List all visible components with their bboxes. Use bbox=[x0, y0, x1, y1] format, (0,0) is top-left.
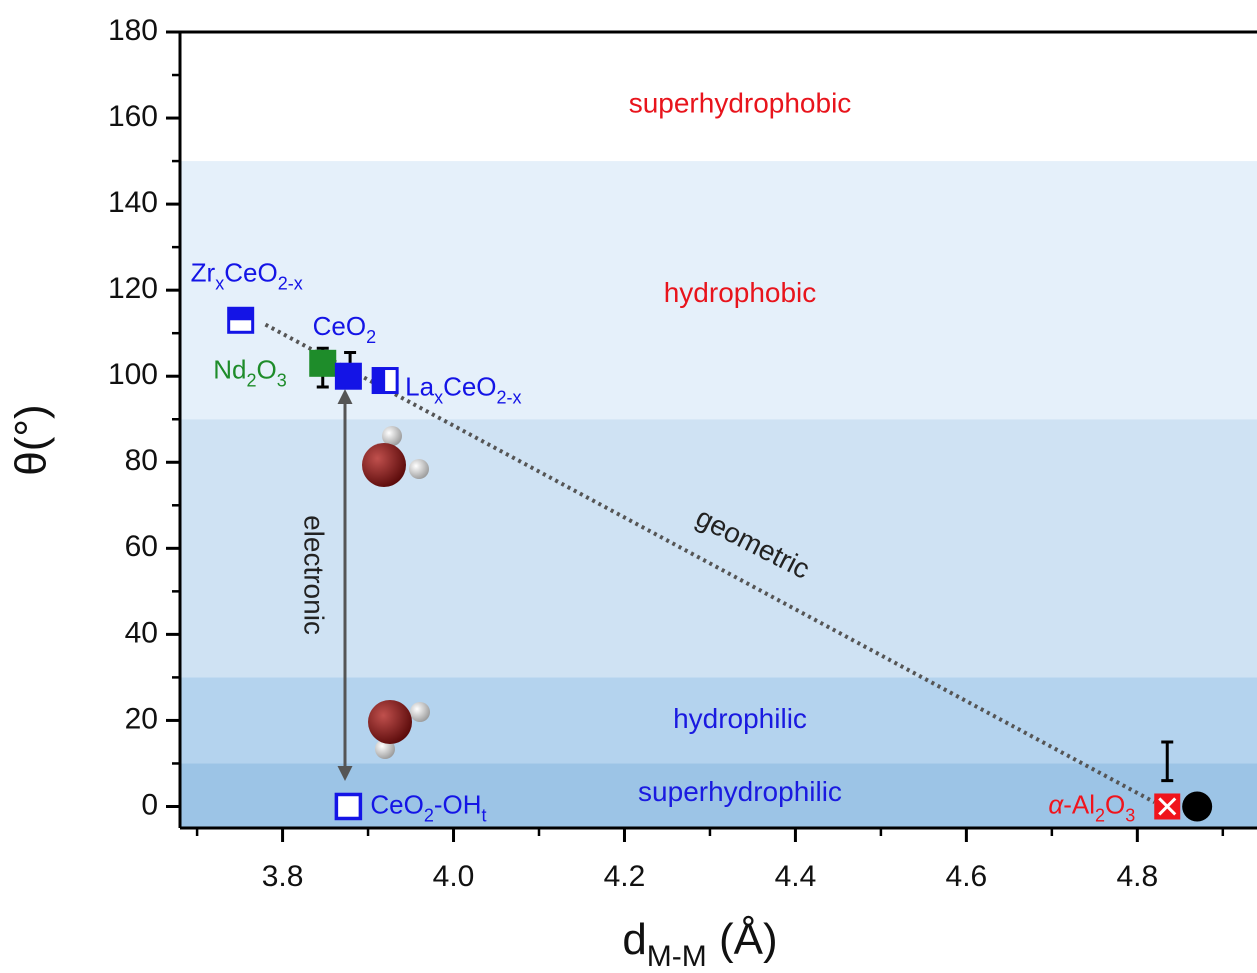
y-tick-label: 20 bbox=[125, 702, 158, 735]
marker-box bbox=[309, 349, 337, 377]
y-tick-label: 120 bbox=[108, 272, 158, 305]
point-label: Nd2O3 bbox=[213, 354, 287, 390]
y-tick-label: 160 bbox=[108, 100, 158, 133]
x-axis-label: dM-M (Å) bbox=[622, 915, 777, 973]
arrow-label: electronic bbox=[299, 515, 330, 635]
text-part: 2 bbox=[424, 805, 434, 825]
x-tick-label: 4.4 bbox=[775, 860, 817, 893]
water-molecule bbox=[362, 426, 429, 487]
marker-box bbox=[334, 792, 363, 821]
point-label: α-Al2O3 bbox=[1048, 789, 1135, 825]
region bbox=[180, 32, 1257, 162]
text-part: La bbox=[405, 371, 434, 401]
point bbox=[334, 792, 363, 821]
text-part: 2 bbox=[366, 327, 376, 347]
y-tick-label: 140 bbox=[108, 186, 158, 219]
text-part: M-M bbox=[647, 940, 707, 973]
y-tick-label: 180 bbox=[108, 14, 158, 47]
region-label: superhydrophobic bbox=[629, 88, 852, 119]
point bbox=[371, 367, 399, 395]
water-molecule bbox=[368, 700, 430, 759]
text-part: 2 bbox=[1095, 805, 1105, 825]
marker-cross bbox=[1158, 797, 1177, 816]
text-part: -Al bbox=[1063, 789, 1095, 819]
text-part: CeO bbox=[224, 257, 277, 287]
y-tick-label: 100 bbox=[108, 358, 158, 391]
y-tick-label: 40 bbox=[125, 616, 158, 649]
text-part: -OH bbox=[434, 789, 482, 819]
point-label: CeO2 bbox=[313, 311, 376, 347]
region bbox=[180, 677, 1257, 764]
text-part: 3 bbox=[1125, 805, 1135, 825]
text-part: (Å) bbox=[707, 915, 778, 964]
x-tick-label: 4.0 bbox=[433, 860, 475, 893]
region-label: hydrophilic bbox=[673, 703, 807, 734]
text-part: Nd bbox=[213, 354, 246, 384]
y-tick-label: 0 bbox=[141, 788, 158, 821]
text-part: 3 bbox=[277, 370, 287, 390]
text-part: t bbox=[482, 805, 487, 825]
text-part: CeO bbox=[370, 789, 423, 819]
text-part: 2 bbox=[246, 370, 256, 390]
y-tick-label: 60 bbox=[125, 530, 158, 563]
error-bar bbox=[1161, 740, 1174, 783]
text-part: O bbox=[256, 354, 276, 384]
region-label: superhydrophilic bbox=[638, 776, 842, 807]
marker-box bbox=[334, 362, 362, 390]
text-part: O bbox=[1105, 789, 1125, 819]
trend-line bbox=[264, 322, 1156, 804]
text-part: 2-x bbox=[497, 387, 522, 407]
region bbox=[180, 419, 1257, 678]
decorations bbox=[337, 389, 430, 781]
x-tick-label: 4.2 bbox=[604, 860, 646, 893]
text-part: d bbox=[622, 915, 646, 964]
text-part: CeO bbox=[443, 371, 496, 401]
x-tick-label: 4.6 bbox=[946, 860, 988, 893]
text-part: x bbox=[434, 387, 443, 407]
point-label: LaxCeO2-x bbox=[405, 371, 521, 407]
marker-half bbox=[373, 368, 386, 393]
point-label: CeO2-OHt bbox=[370, 789, 486, 825]
x-tick-label: 4.8 bbox=[1116, 860, 1158, 893]
point-label: ZrxCeO2-x bbox=[191, 257, 303, 293]
marker-half bbox=[228, 308, 253, 321]
point bbox=[334, 362, 362, 390]
point bbox=[1154, 793, 1181, 820]
y-axis-label: θ(°) bbox=[7, 404, 56, 475]
text-part: Zr bbox=[191, 257, 216, 287]
point bbox=[1182, 791, 1213, 822]
region-label: hydrophobic bbox=[664, 277, 817, 308]
x-tick-label: 3.8 bbox=[262, 860, 304, 893]
text-part: CeO bbox=[313, 311, 366, 341]
y-tick-label: 80 bbox=[125, 444, 158, 477]
text-part: 2-x bbox=[278, 273, 303, 293]
point bbox=[309, 349, 337, 377]
text-part: α bbox=[1048, 789, 1064, 819]
point bbox=[227, 306, 255, 334]
text-part: x bbox=[215, 273, 224, 293]
